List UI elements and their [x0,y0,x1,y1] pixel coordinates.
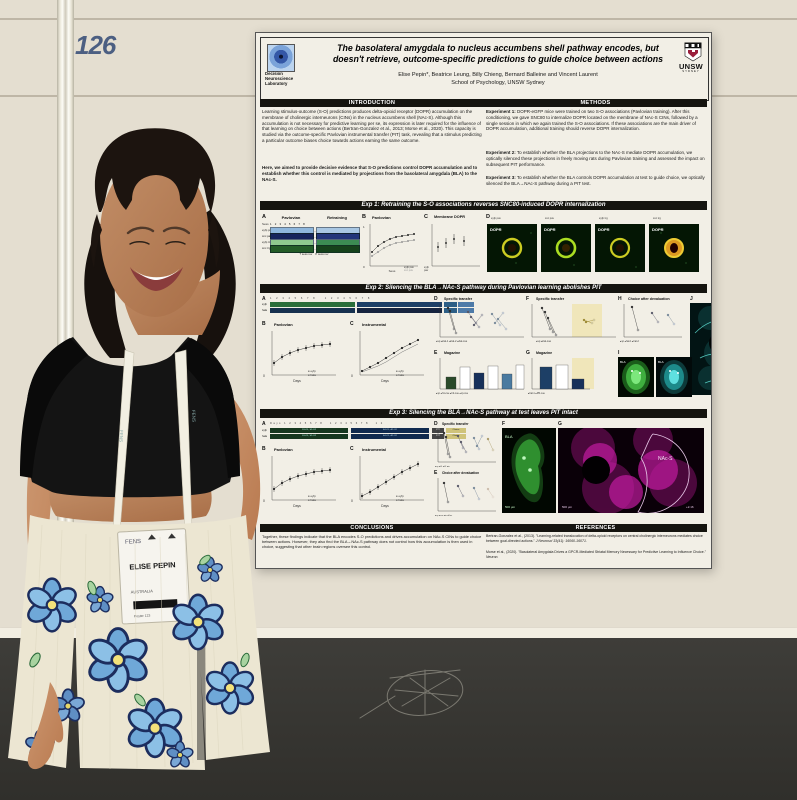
svg-text:● hala: ● hala [396,373,404,377]
svg-text:●vp ●hal-cue: ●vp ●hal-cue [536,339,552,343]
svg-text:Days: Days [381,504,389,508]
svg-text:●hal-1 ●PR-cue: ●hal-1 ●PR-cue [528,392,546,395]
svg-text:+2.16: +2.16 [686,505,694,509]
svg-text:● hala: ● hala [308,373,316,377]
svg-text:● hala: ● hala [396,498,404,502]
svg-text:500 μm: 500 μm [562,505,573,509]
svg-text:●vp ●h1-cue ●h2-cue ●vp-cue: ●vp ●h1-cue ●h2-cue ●vp-cue [436,392,469,395]
svg-text:500 μm: 500 μm [505,505,516,509]
svg-text:Days: Days [293,379,301,383]
svg-text:BLA: BLA [620,360,626,364]
svg-text:●vp ●h1 ●h2 ●irr: ●vp ●h1 ●h2 ●irr [435,466,450,468]
svg-text:Days: Days [293,504,301,508]
svg-text:1: 1 [363,225,365,229]
svg-text:DOPR: DOPR [490,227,502,232]
svg-text:●vp ●hal-1 ●hal-2 ●hal-cue: ●vp ●hal-1 ●hal-2 ●hal-cue [436,339,468,343]
svg-text:FENS: FENS [191,410,196,422]
svg-text:FENS: FENS [119,430,124,442]
svg-text:BLA: BLA [505,434,513,439]
svg-text:0: 0 [363,265,365,269]
svg-text:DOPR: DOPR [598,227,610,232]
svg-text:Sess: Sess [389,269,396,273]
svg-text:NAc-S: NAc-S [658,456,673,462]
svg-text:0: 0 [351,374,353,378]
svg-text:BLA: BLA [658,360,664,364]
svg-text:0: 0 [351,499,353,503]
svg-text:DOPR: DOPR [652,227,664,232]
svg-text:●vp ●hal-1 ●hal-2: ●vp ●hal-1 ●hal-2 [620,340,639,343]
svg-text:pav: pav [424,269,429,272]
svg-text:●vp ●cue ●irr ●Dev: ●vp ●cue ●irr ●Dev [435,515,452,517]
svg-text:snc pav: snc pav [404,269,414,272]
svg-text:DOPR: DOPR [544,227,556,232]
svg-text:● hala: ● hala [308,498,316,502]
svg-text:Days: Days [381,379,389,383]
svg-text:FENS: FENS [125,539,141,546]
